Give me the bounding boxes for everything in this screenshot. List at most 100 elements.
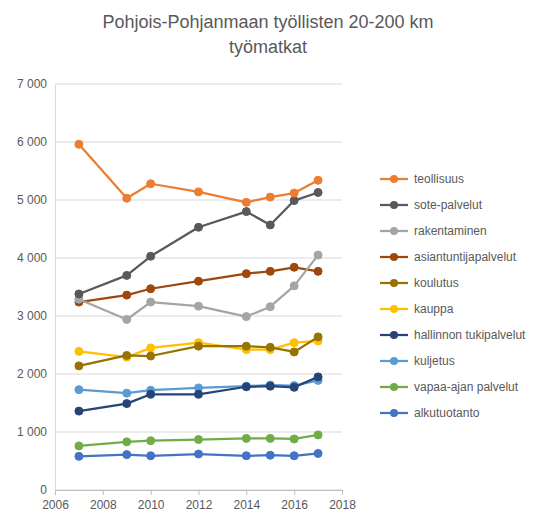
x-axis: 2006200820102012201420162018 <box>42 490 356 512</box>
series-marker <box>147 390 155 398</box>
x-tick-label: 2010 <box>138 498 165 512</box>
series-marker <box>147 437 155 445</box>
series-marker <box>314 431 322 439</box>
x-tick: 2010 <box>138 490 165 512</box>
y-tick: 3 000 <box>17 309 55 323</box>
series-marker <box>147 252 155 260</box>
series-marker <box>147 180 155 188</box>
grid-line <box>55 258 342 259</box>
x-tick-label: 2014 <box>233 498 260 512</box>
series-marker <box>75 452 83 460</box>
series-marker <box>123 389 131 397</box>
series-marker <box>242 342 250 350</box>
series-marker <box>314 251 322 259</box>
legend-swatch-marker <box>390 383 398 391</box>
y-tick-label: 6 000 <box>17 135 47 149</box>
series-marker <box>147 352 155 360</box>
legend-swatch-marker <box>390 357 398 365</box>
series-marker <box>195 188 203 196</box>
y-tick: 1 000 <box>17 425 55 439</box>
legend-label: kuljetus <box>414 354 455 368</box>
legend-item: vapaa-ajan palvelut <box>380 380 519 394</box>
series-marker <box>290 339 298 347</box>
series-marker <box>75 407 83 415</box>
series-marker <box>147 452 155 460</box>
series-marker <box>242 452 250 460</box>
legend-swatch-marker <box>390 409 398 417</box>
x-tick-mark <box>294 490 295 495</box>
series-marker <box>123 271 131 279</box>
y-tick: 2 000 <box>17 367 55 381</box>
y-tick-label: 4 000 <box>17 251 47 265</box>
x-tick-mark <box>342 490 343 495</box>
legend-item: kuljetus <box>380 354 455 368</box>
series-line <box>79 144 318 202</box>
series-marker <box>290 189 298 197</box>
legend-item: teollisuus <box>380 172 464 186</box>
x-tick: 2006 <box>42 490 69 512</box>
x-tick-mark <box>199 490 200 495</box>
x-tick-label: 2008 <box>90 498 117 512</box>
series-line <box>79 435 318 446</box>
x-tick-mark <box>55 490 56 495</box>
series <box>75 449 322 460</box>
series-marker <box>195 223 203 231</box>
series-marker <box>314 176 322 184</box>
series-marker <box>242 383 250 391</box>
series-marker <box>314 188 322 196</box>
x-tick: 2008 <box>90 490 117 512</box>
series-marker <box>123 315 131 323</box>
x-tick-mark <box>246 490 247 495</box>
series-marker <box>266 221 274 229</box>
legend-item: sote-palvelut <box>380 198 483 212</box>
series-marker <box>75 347 83 355</box>
series-marker <box>75 386 83 394</box>
legend-item: hallinnon tukipalvelut <box>380 328 526 342</box>
x-tick-label: 2016 <box>281 498 308 512</box>
series-marker <box>266 343 274 351</box>
y-tick-label: 2 000 <box>17 367 47 381</box>
y-axis-line <box>55 85 56 491</box>
series-line <box>79 192 318 293</box>
series <box>75 431 322 450</box>
series-marker <box>266 193 274 201</box>
series-marker <box>314 333 322 341</box>
legend: teollisuussote-palvelutrakentaminenasian… <box>380 172 526 420</box>
grid-line <box>55 374 342 375</box>
y-tick: 0 <box>40 483 55 497</box>
series-marker <box>75 442 83 450</box>
legend-label: vapaa-ajan palvelut <box>414 380 519 394</box>
series-marker <box>266 382 274 390</box>
series-marker <box>123 291 131 299</box>
series-marker <box>195 342 203 350</box>
y-tick: 5 000 <box>17 193 55 207</box>
x-tick-label: 2018 <box>329 498 356 512</box>
legend-label: asiantuntijapalvelut <box>414 250 517 264</box>
series-marker <box>266 434 274 442</box>
legend-swatch-marker <box>390 227 398 235</box>
series-marker <box>266 267 274 275</box>
legend-label: kauppa <box>414 302 454 316</box>
plot-area <box>75 140 322 460</box>
legend-item: asiantuntijapalvelut <box>380 250 517 264</box>
y-tick: 7 000 <box>17 77 55 91</box>
series-marker <box>290 383 298 391</box>
series-marker <box>195 302 203 310</box>
series-marker <box>123 194 131 202</box>
legend-item: kauppa <box>380 302 454 316</box>
series-marker <box>75 290 83 298</box>
series-marker <box>147 298 155 306</box>
series-marker <box>266 303 274 311</box>
y-tick: 4 000 <box>17 251 55 265</box>
x-tick: 2018 <box>329 490 356 512</box>
legend-label: alkutuotanto <box>414 406 480 420</box>
series-marker <box>147 285 155 293</box>
legend-swatch-marker <box>390 331 398 339</box>
series-marker <box>123 438 131 446</box>
legend-label: teollisuus <box>414 172 464 186</box>
y-tick-label: 1 000 <box>17 425 47 439</box>
grid <box>55 84 342 490</box>
y-tick-label: 0 <box>40 483 47 497</box>
series-line <box>79 337 318 366</box>
series-marker <box>75 140 83 148</box>
